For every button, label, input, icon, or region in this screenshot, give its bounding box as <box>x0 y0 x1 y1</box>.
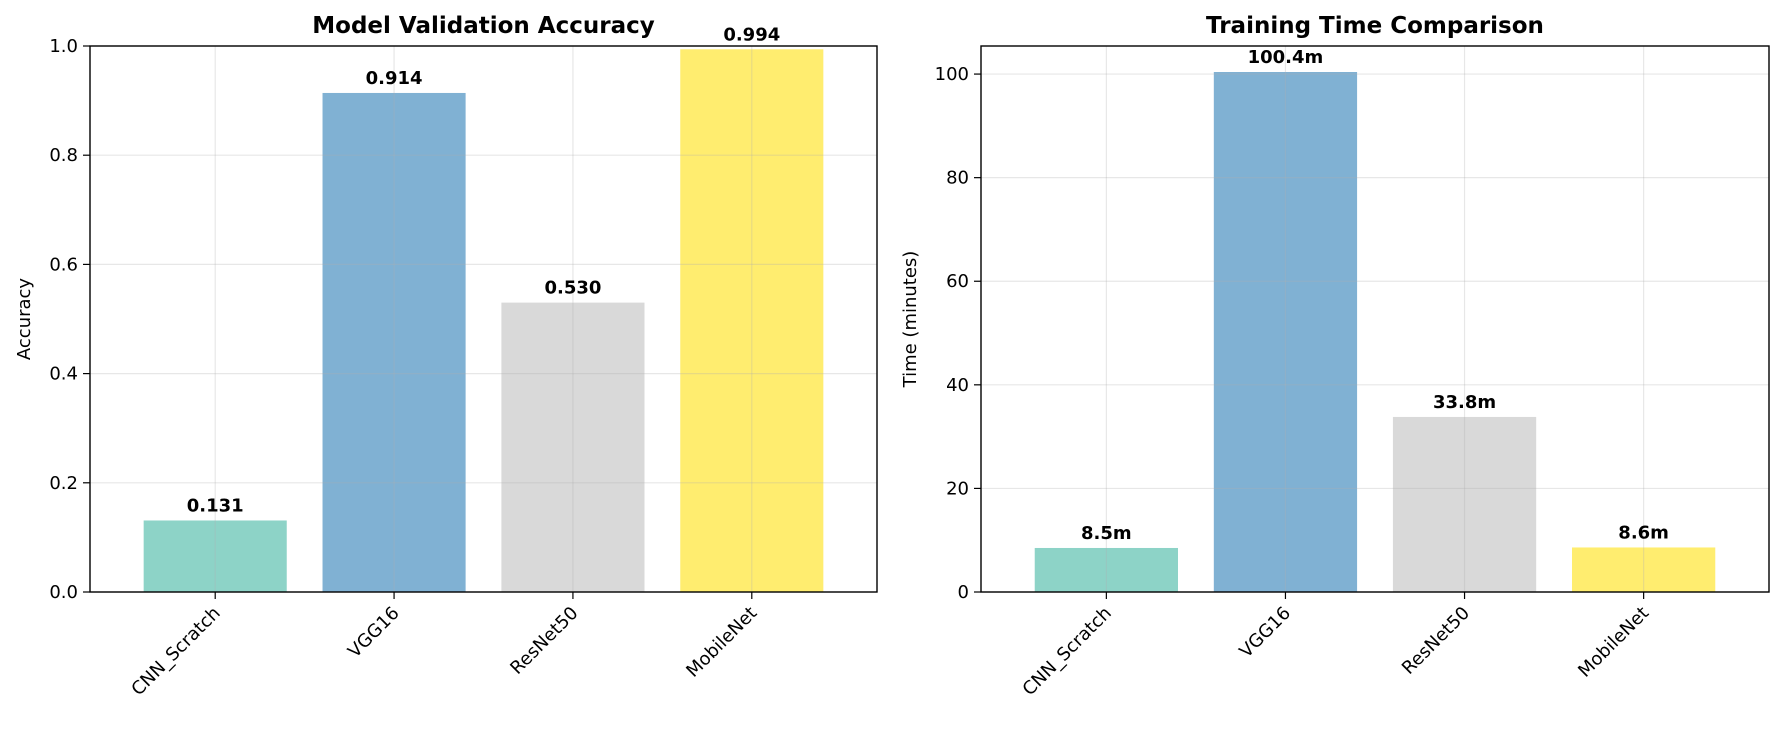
data-label: 100.4m <box>1248 47 1324 68</box>
x-tick-label: ResNet50 <box>1398 603 1474 679</box>
y-axis-label: Time (minutes) <box>900 251 921 389</box>
y-tick-label: 40 <box>946 375 969 396</box>
x-tick-label: ResNet50 <box>506 603 582 679</box>
y-tick-label: 20 <box>946 478 969 499</box>
bar-mobilenet <box>1572 547 1716 592</box>
bar-cnn_scratch <box>1034 547 1178 592</box>
accuracy-chart: Model Validation Accuracy Accuracy 0.131… <box>14 13 878 700</box>
x-tick-label: MobileNet <box>1574 603 1653 682</box>
x-tick-label: CNN_Scratch <box>1019 603 1116 700</box>
data-label: 33.8m <box>1433 392 1496 413</box>
training-time-chart: Training Time Comparison Time (minutes) … <box>900 13 1770 700</box>
y-tick-label: 60 <box>946 271 969 292</box>
y-tick-label: 0.4 <box>49 364 78 385</box>
y-tick-label: 0 <box>958 582 969 603</box>
bar-resnet50 <box>501 302 645 592</box>
x-tick-label: VGG16 <box>1236 603 1295 662</box>
bar-resnet50 <box>1392 416 1537 592</box>
data-label: 0.530 <box>544 278 601 299</box>
y-tick-label: 0.0 <box>49 582 78 603</box>
data-label: 8.6m <box>1618 522 1669 543</box>
y-tick-label: 0.8 <box>49 145 78 166</box>
bar-mobilenet <box>680 49 824 592</box>
bar-vgg16 <box>1213 72 1358 592</box>
data-label: 0.131 <box>187 495 244 516</box>
bar-cnn_scratch <box>143 520 287 592</box>
x-tick-label: MobileNet <box>682 603 761 682</box>
x-tick-label: VGG16 <box>344 603 403 662</box>
data-label: 8.5m <box>1081 523 1132 544</box>
data-label: 0.914 <box>366 68 423 89</box>
plot-area <box>980 45 1770 593</box>
bar-vgg16 <box>322 92 466 593</box>
chart-title: Training Time Comparison <box>1206 13 1544 39</box>
chart-title: Model Validation Accuracy <box>312 13 654 39</box>
x-tick-label: CNN_Scratch <box>127 603 224 700</box>
y-axis-label: Accuracy <box>14 278 35 361</box>
data-label: 0.994 <box>723 24 780 45</box>
y-tick-label: 100 <box>935 64 969 85</box>
y-tick-label: 0.2 <box>49 473 78 494</box>
y-tick-label: 1.0 <box>49 36 78 57</box>
y-tick-label: 80 <box>946 168 969 189</box>
plot-area <box>89 45 878 593</box>
y-tick-label: 0.6 <box>49 254 78 275</box>
